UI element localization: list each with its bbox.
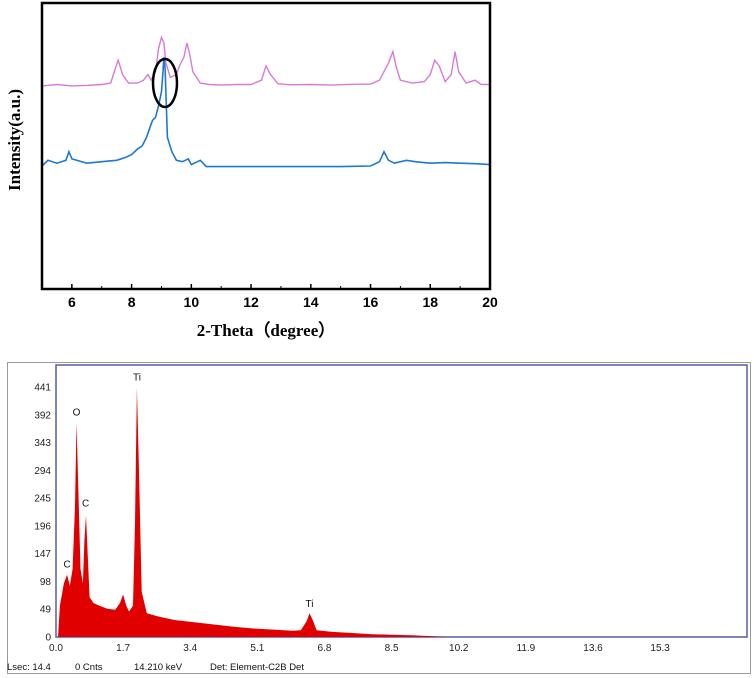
eds-live-seconds: Lsec: 14.4 bbox=[7, 662, 51, 673]
xrd-y-axis-label: Intensity(a.u.) bbox=[5, 89, 24, 191]
xrd-x-tick-label: 12 bbox=[243, 294, 259, 310]
eds-x-tick-label: 0.0 bbox=[49, 643, 63, 654]
eds-detector-readout: Det: Element-C2B Det bbox=[210, 662, 304, 673]
xrd-x-tick-label: 18 bbox=[422, 294, 438, 310]
eds-x-tick-label: 8.5 bbox=[385, 643, 399, 654]
eds-x-tick-label: 6.8 bbox=[318, 643, 332, 654]
eds-x-axis-ticks: 0.0 1.7 3.4 5.1 6.8 8.5 10.2 11.9 13.6 15.3 bbox=[49, 643, 670, 654]
xrd-series-pink-line bbox=[41, 35, 490, 87]
xrd-chart: 6 8 10 12 14 16 18 20 2-Theta（degree） Intensity… bbox=[5, 1, 498, 340]
eds-y-tick-label: 294 bbox=[34, 466, 51, 477]
eds-spectrum-panel: 0 49 98 147 196 245 294 343 392 441 0.0 1.7 3.4 5.1 6… bbox=[7, 362, 751, 674]
xrd-blue-series-layer bbox=[41, 57, 491, 168]
xrd-x-tick-label: 20 bbox=[482, 294, 498, 310]
eds-peak-label: C bbox=[82, 498, 89, 509]
xrd-peak-highlight-ellipse bbox=[151, 57, 179, 109]
eds-x-tick-label: 1.7 bbox=[116, 643, 130, 654]
eds-chart: 0 49 98 147 196 245 294 343 392 441 0.0 1.7 3.4 5.1 6… bbox=[34, 364, 748, 654]
xrd-pink-series-layer bbox=[41, 35, 490, 87]
xrd-x-axis-ticks: 6 8 10 12 14 16 18 20 bbox=[41, 284, 498, 310]
xrd-x-tick-label: 16 bbox=[363, 294, 379, 310]
eds-peak-labels: C O C Ti Ti bbox=[63, 373, 313, 611]
eds-y-tick-label: 245 bbox=[34, 494, 51, 505]
xrd-x-tick-label: 6 bbox=[68, 294, 76, 310]
eds-y-tick-label: 147 bbox=[34, 549, 51, 560]
xrd-x-tick-label: 10 bbox=[184, 294, 200, 310]
eds-peak-label: C bbox=[63, 560, 70, 571]
eds-y-tick-label: 392 bbox=[34, 410, 51, 421]
eds-counts-readout: 0 Cnts bbox=[75, 662, 103, 673]
eds-y-tick-label: 49 bbox=[40, 605, 52, 616]
eds-x-tick-label: 11.9 bbox=[517, 643, 536, 654]
eds-y-tick-label: 98 bbox=[40, 577, 52, 588]
eds-x-tick-label: 15.3 bbox=[650, 643, 670, 654]
xrd-x-axis-label: 2-Theta（degree） bbox=[197, 320, 336, 340]
eds-y-tick-label: 0 bbox=[45, 633, 51, 644]
eds-plot-frame bbox=[55, 364, 748, 638]
eds-x-tick-label: 13.6 bbox=[583, 643, 603, 654]
xrd-series-blue-line bbox=[41, 57, 491, 168]
eds-spectrum-layer bbox=[58, 387, 447, 637]
eds-y-tick-label: 343 bbox=[34, 438, 51, 449]
xrd-plot-frame bbox=[40, 1, 492, 291]
eds-peak-label: O bbox=[73, 408, 81, 419]
eds-x-tick-label: 5.1 bbox=[250, 643, 264, 654]
eds-energy-readout: 14.210 keV bbox=[134, 662, 183, 673]
xrd-x-tick-label: 14 bbox=[303, 294, 319, 310]
eds-y-tick-label: 441 bbox=[34, 383, 51, 394]
eds-spectrum-area bbox=[58, 387, 447, 637]
eds-x-tick-label: 3.4 bbox=[183, 643, 197, 654]
eds-y-axis-ticks: 0 49 98 147 196 245 294 343 392 441 bbox=[34, 383, 51, 644]
xrd-x-tick-label: 8 bbox=[128, 294, 136, 310]
eds-peak-label: Ti bbox=[133, 373, 141, 384]
eds-peak-label: Ti bbox=[306, 599, 314, 610]
eds-y-tick-label: 196 bbox=[34, 521, 51, 532]
eds-x-tick-label: 10.2 bbox=[449, 643, 469, 654]
